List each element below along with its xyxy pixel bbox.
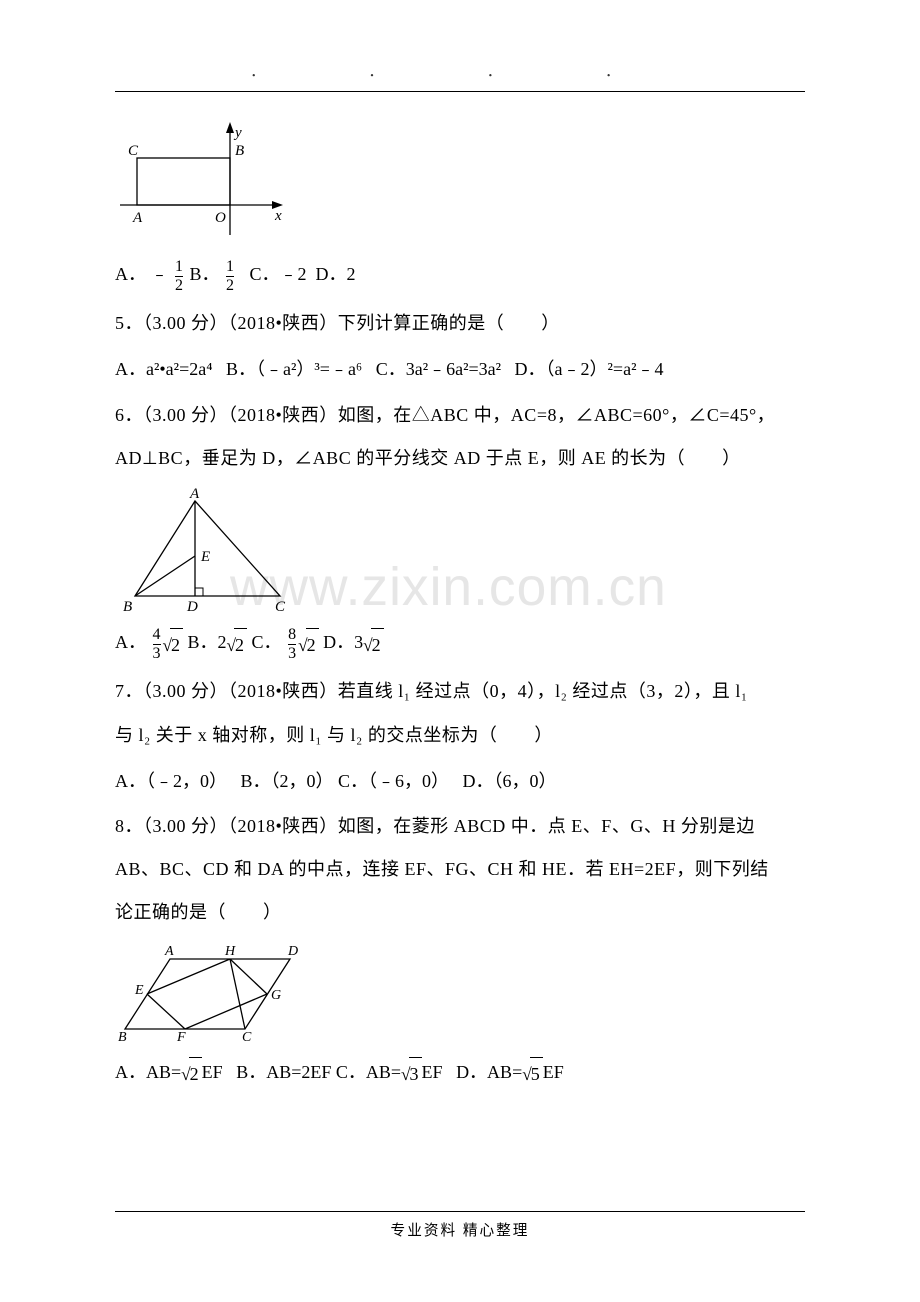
q7-stem1: 7．（3.00 分）（2018•陕西）若直线 l₁ 经过点（0，4），l₂ 经过… xyxy=(115,670,805,713)
figure-triangle: A B C D E xyxy=(115,486,805,616)
q8-stem1: 8．（3.00 分）（2018•陕西）如图，在菱形 ABCD 中．点 E、F、G… xyxy=(115,805,805,848)
figure-coord: y x C B A O xyxy=(115,120,805,240)
q6-b-prefix: B．2 xyxy=(188,632,227,652)
point-b: B xyxy=(235,143,244,159)
q7-c: C．（﹣6，0） xyxy=(338,771,449,791)
q8-c-prefix: C．AB= xyxy=(336,1062,401,1082)
q4-a-den: 2 xyxy=(175,276,183,295)
q4-opt-b-prefix: B． xyxy=(190,264,220,284)
q8-d-suffix: EF xyxy=(543,1062,564,1082)
header-rule xyxy=(115,91,805,92)
rh-c: C xyxy=(242,1030,252,1045)
q6-c-sq: 2 xyxy=(306,628,319,661)
tri-e: E xyxy=(200,549,210,565)
q6-a-prefix: A． xyxy=(115,632,146,652)
q6-a-sq: 2 xyxy=(170,628,183,661)
q7-a: A．（﹣2，0） xyxy=(115,771,227,791)
q6-stem2: AD⊥BC，垂足为 D，∠ABC 的平分线交 AD 于点 E，则 AE 的长为（… xyxy=(115,437,805,480)
q8-d-sq: 5 xyxy=(530,1057,543,1090)
q8-d-prefix: D．AB= xyxy=(456,1062,522,1082)
q8-a-sqrt: √2 xyxy=(181,1057,202,1090)
q8-c-sq: 3 xyxy=(409,1057,422,1090)
q8-c-sqrt: √3 xyxy=(401,1057,422,1090)
q5-stem: 5．（3.00 分）（2018•陕西）下列计算正确的是（ ） xyxy=(115,302,805,345)
q8-a-suffix: EF xyxy=(202,1062,223,1082)
point-a: A xyxy=(132,210,143,226)
q8-d-sqrt: √5 xyxy=(522,1057,543,1090)
q5-options: A．a²•a²=2a⁴ B．（﹣a²）³=﹣a⁶ C．3a²﹣6a²=3a² D… xyxy=(115,353,805,385)
axis-x-label: x xyxy=(274,208,282,224)
q6-c-frac: 8 3 xyxy=(288,626,296,662)
q4-a-sign: ﹣ xyxy=(151,264,169,284)
q6-a-sqrt: √2 xyxy=(163,628,184,661)
q7-b: B．（2，0） xyxy=(241,771,334,791)
q6-d-sqrt: √2 xyxy=(363,628,384,661)
q4-b-frac: 1 2 xyxy=(226,258,234,294)
q7-d: D．（6，0） xyxy=(463,771,557,791)
q4-a-frac: 1 2 xyxy=(175,258,183,294)
q8-a-sq: 2 xyxy=(189,1057,202,1090)
q5-d: D．（a﹣2）²=a²﹣4 xyxy=(515,359,664,379)
q6-c-prefix: C． xyxy=(252,632,282,652)
q6-options: A． 4 3 √2 B．2√2 C． 8 3 √2 D．3√2 xyxy=(115,626,805,662)
rhombus-svg: A B C D E F G H xyxy=(115,941,315,1046)
page: ． ． ． ． y x C B A O A． ﹣ 1 2 B． xyxy=(0,0,920,1138)
tri-d: D xyxy=(186,599,198,615)
q4-opt-d: D．2 xyxy=(316,264,356,284)
q4-b-den: 2 xyxy=(226,276,234,295)
footer-rule xyxy=(115,1211,805,1212)
figure-rhombus: A B C D E F G H xyxy=(115,941,805,1046)
tri-c: C xyxy=(275,599,286,615)
tri-a: A xyxy=(189,486,200,502)
q6-d-sq: 2 xyxy=(371,628,384,661)
coord-svg: y x C B A O xyxy=(115,120,295,240)
q8-b: B．AB=2EF xyxy=(236,1062,331,1082)
point-c: C xyxy=(128,143,139,159)
q8-a-prefix: A．AB= xyxy=(115,1062,181,1082)
q4-opt-c: C．﹣2 xyxy=(250,264,307,284)
q8-c-suffix: EF xyxy=(422,1062,443,1082)
rh-a: A xyxy=(164,944,174,959)
q5-c: C．3a²﹣6a²=3a² xyxy=(376,359,501,379)
q6-b-sqrt: √2 xyxy=(227,628,248,661)
q6-c-den: 3 xyxy=(288,644,296,663)
axis-y-label: y xyxy=(233,125,242,141)
point-o: O xyxy=(215,210,226,226)
rh-b: B xyxy=(118,1030,127,1045)
q7-options: A．（﹣2，0） B．（2，0） C．（﹣6，0） D．（6，0） xyxy=(115,765,805,797)
q4-a-num: 1 xyxy=(175,258,183,276)
q6-c-num: 8 xyxy=(288,626,296,644)
q4-opt-a-prefix: A． xyxy=(115,264,146,284)
q8-options: A．AB=√2EF B．AB=2EF C．AB=√3EF D．AB=√5EF xyxy=(115,1056,805,1091)
q6-c-sqrt: √2 xyxy=(298,628,319,661)
q8-stem2: AB、BC、CD 和 DA 的中点，连接 EF、FG、CH 和 HE．若 EH=… xyxy=(115,848,805,891)
q6-a-num: 4 xyxy=(153,626,161,644)
q4-options: A． ﹣ 1 2 B． 1 2 C．﹣2 D．2 xyxy=(115,258,805,294)
rh-g: G xyxy=(271,988,281,1003)
q6-a-frac: 4 3 xyxy=(153,626,161,662)
q5-a: A．a²•a²=2a⁴ xyxy=(115,359,213,379)
q8-stem3: 论正确的是（ ） xyxy=(115,891,805,934)
rh-e: E xyxy=(134,983,144,998)
q7-stem2: 与 l₂ 关于 x 轴对称，则 l₁ 与 l₂ 的交点坐标为（ ） xyxy=(115,714,805,757)
q5-b: B．（﹣a²）³=﹣a⁶ xyxy=(226,359,362,379)
q6-a-den: 3 xyxy=(153,644,161,663)
q4-b-num: 1 xyxy=(226,258,234,276)
rh-h: H xyxy=(224,944,236,959)
tri-b: B xyxy=(123,599,132,615)
header-dots: ． ． ． ． xyxy=(115,60,805,81)
rh-f: F xyxy=(176,1030,186,1045)
q6-d-prefix: D．3 xyxy=(323,632,363,652)
rh-d: D xyxy=(287,944,298,959)
q6-b-sq: 2 xyxy=(234,628,247,661)
triangle-svg: A B C D E xyxy=(115,486,315,616)
q6-stem1: 6．（3.00 分）（2018•陕西）如图，在△ABC 中，AC=8，∠ABC=… xyxy=(115,394,805,437)
footer-text: 专业资料 精心整理 xyxy=(0,1219,920,1240)
